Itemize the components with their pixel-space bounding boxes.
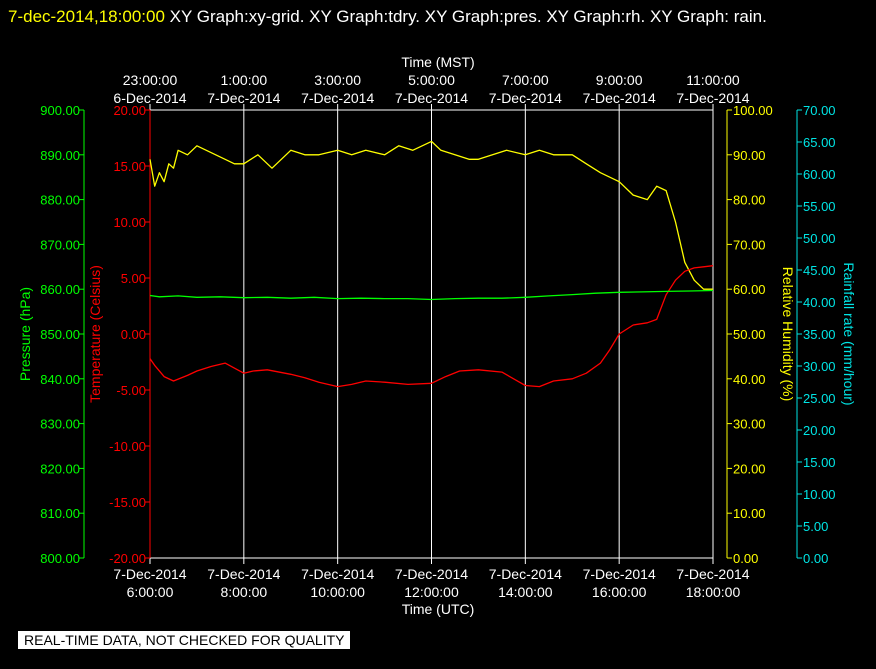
pressure-tick-label: 900.00 (40, 103, 80, 118)
x-bottom-axis-label: Time (UTC) (402, 601, 475, 617)
x-bottom-tick-date: 7-Dec-2014 (489, 566, 562, 582)
x-top-tick-time: 5:00:00 (408, 72, 455, 88)
humidity-tick-label: 80.00 (733, 193, 766, 208)
temperature-tick-label: 5.00 (121, 271, 146, 286)
pressure-tick-label: 890.00 (40, 148, 80, 163)
rainfall-tick-label: 5.00 (803, 519, 828, 534)
x-bottom-tick-time: 12:00:00 (404, 584, 459, 600)
pressure-tick-label: 850.00 (40, 327, 80, 342)
x-top-tick-time: 7:00:00 (502, 72, 549, 88)
x-bottom-tick-time: 10:00:00 (310, 584, 365, 600)
x-top-tick-date: 6-Dec-2014 (113, 90, 186, 106)
rainfall-tick-label: 45.00 (803, 263, 836, 278)
temperature-tick-label: 15.00 (113, 159, 146, 174)
humidity-tick-label: 100.00 (733, 103, 773, 118)
rainfall-tick-label: 35.00 (803, 327, 836, 342)
rainfall-tick-label: 55.00 (803, 199, 836, 214)
humidity-tick-label: 30.00 (733, 417, 766, 432)
rainfall-tick-label: 60.00 (803, 167, 836, 182)
pressure-tick-label: 840.00 (40, 372, 80, 387)
x-top-tick-date: 7-Dec-2014 (676, 90, 749, 106)
pressure-series-line (149, 289, 714, 301)
temperature-tick-label: 0.00 (121, 327, 146, 342)
temperature-tick-label: -10.00 (109, 439, 146, 454)
x-bottom-tick-time: 14:00:00 (498, 584, 553, 600)
x-bottom-tick-time: 6:00:00 (127, 584, 174, 600)
header-timestamp: 7-dec-2014,18:00:00 (8, 7, 165, 26)
pressure-tick-label: 870.00 (40, 237, 80, 252)
rainfall-tick-label: 0.00 (803, 551, 828, 566)
humidity-tick-label: 10.00 (733, 506, 766, 521)
temperature-tick-label: 20.00 (113, 103, 146, 118)
x-top-tick-time: 23:00:00 (123, 72, 178, 88)
temperature-tick-label: -5.00 (116, 383, 146, 398)
x-top-tick-time: 1:00:00 (220, 72, 267, 88)
x-top-axis-label: Time (MST) (401, 54, 474, 70)
humidity-axis-title: Relative Humidity (%) (780, 267, 796, 402)
humidity-series-line (149, 140, 713, 290)
temperature-series-line (149, 265, 714, 388)
pressure-tick-label: 820.00 (40, 461, 80, 476)
rainfall-tick-label: 65.00 (803, 135, 836, 150)
rainfall-tick-label: 50.00 (803, 231, 836, 246)
pressure-tick-label: 880.00 (40, 193, 80, 208)
x-top-tick-date: 7-Dec-2014 (489, 90, 562, 106)
x-top-tick-date: 7-Dec-2014 (395, 90, 468, 106)
rainfall-tick-label: 40.00 (803, 295, 836, 310)
rainfall-tick-label: 20.00 (803, 423, 836, 438)
x-top-tick-time: 3:00:00 (314, 72, 361, 88)
humidity-tick-label: 70.00 (733, 237, 766, 252)
temperature-axis-title: Temperature (Celsius) (87, 265, 103, 403)
rainfall-tick-label: 70.00 (803, 103, 836, 118)
pressure-axis-title: Pressure (hPa) (17, 287, 33, 381)
x-bottom-tick-date: 7-Dec-2014 (395, 566, 468, 582)
humidity-tick-label: 40.00 (733, 372, 766, 387)
rainfall-tick-label: 30.00 (803, 359, 836, 374)
x-top-tick-time: 11:00:00 (686, 72, 740, 88)
quality-notice: REAL-TIME DATA, NOT CHECKED FOR QUALITY (18, 631, 351, 649)
rainfall-axis-title: Rainfall rate (mm/hour) (841, 262, 857, 405)
humidity-tick-label: 60.00 (733, 282, 766, 297)
temperature-tick-label: 10.00 (113, 215, 146, 230)
pressure-tick-label: 860.00 (40, 282, 80, 297)
pressure-tick-label: 810.00 (40, 506, 80, 521)
x-bottom-tick-date: 7-Dec-2014 (583, 566, 656, 582)
humidity-tick-label: 20.00 (733, 461, 766, 476)
x-top-tick-date: 7-Dec-2014 (583, 90, 656, 106)
temperature-tick-label: -15.00 (109, 495, 146, 510)
rainfall-tick-label: 15.00 (803, 455, 836, 470)
x-bottom-tick-time: 16:00:00 (592, 584, 647, 600)
x-top-tick-time: 9:00:00 (596, 72, 643, 88)
rainfall-tick-label: 25.00 (803, 391, 836, 406)
pressure-tick-label: 800.00 (40, 551, 80, 566)
x-bottom-tick-date: 7-Dec-2014 (207, 566, 280, 582)
x-bottom-tick-date: 7-Dec-2014 (676, 566, 749, 582)
rainfall-tick-label: 10.00 (803, 487, 836, 502)
temperature-tick-label: -20.00 (109, 551, 146, 566)
humidity-tick-label: 90.00 (733, 148, 766, 163)
x-top-tick-date: 7-Dec-2014 (207, 90, 280, 106)
x-bottom-tick-time: 18:00:00 (686, 584, 741, 600)
humidity-tick-label: 50.00 (733, 327, 766, 342)
pressure-tick-label: 830.00 (40, 417, 80, 432)
graph-header: 7-dec-2014,18:00:00 XY Graph:xy-grid. XY… (8, 2, 868, 32)
x-bottom-tick-time: 8:00:00 (220, 584, 267, 600)
x-bottom-tick-date: 7-Dec-2014 (113, 566, 186, 582)
humidity-tick-label: 0.00 (733, 551, 758, 566)
header-graph-list: XY Graph:xy-grid. XY Graph:tdry. XY Grap… (169, 7, 767, 26)
x-top-tick-date: 7-Dec-2014 (301, 90, 374, 106)
x-bottom-tick-date: 7-Dec-2014 (301, 566, 374, 582)
